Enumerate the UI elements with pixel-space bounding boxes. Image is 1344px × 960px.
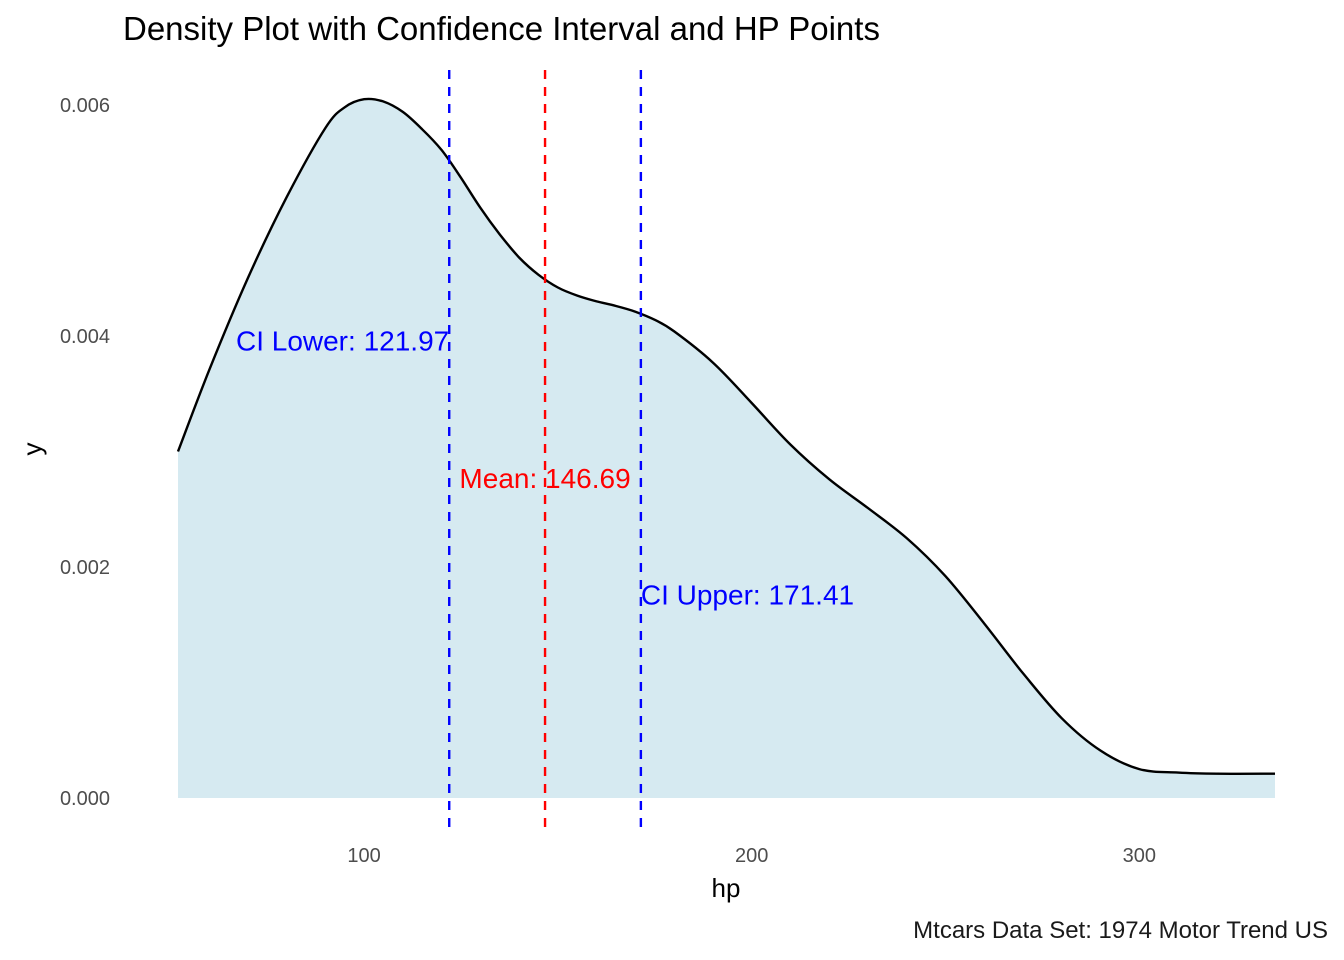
y-tick-label: 0.000 [60,788,110,810]
y-tick-label: 0.006 [60,95,110,117]
x-tick-label: 100 [347,845,380,867]
chart-title: Density Plot with Confidence Interval an… [123,10,880,47]
y-tick-label: 0.002 [60,557,110,579]
chart-caption: Mtcars Data Set: 1974 Motor Trend US [913,917,1328,944]
density-area [178,98,1275,798]
annotations: CI Lower: 121.97 Mean: 146.69 CI Upper: 17… [236,326,854,611]
x-tick-label: 200 [735,845,768,867]
density-line [176,97,1276,775]
y-axis-title: y [17,443,47,456]
x-axis-title: hp [712,873,741,903]
annotation-label: Mean: 146.69 [459,463,630,494]
annotation-label: CI Upper: 171.41 [641,580,854,611]
reference-lines [448,70,643,833]
y-axis-ticks: 0.000 0.002 0.004 0.006 [60,95,110,810]
x-axis-ticks: 100 200 300 [347,845,1156,867]
y-tick-label: 0.004 [60,326,110,348]
annotation-label: CI Lower: 121.97 [236,326,449,357]
x-tick-label: 300 [1123,845,1156,867]
plot-area: CI Lower: 121.97 Mean: 146.69 CI Upper: 17… [176,70,1276,833]
